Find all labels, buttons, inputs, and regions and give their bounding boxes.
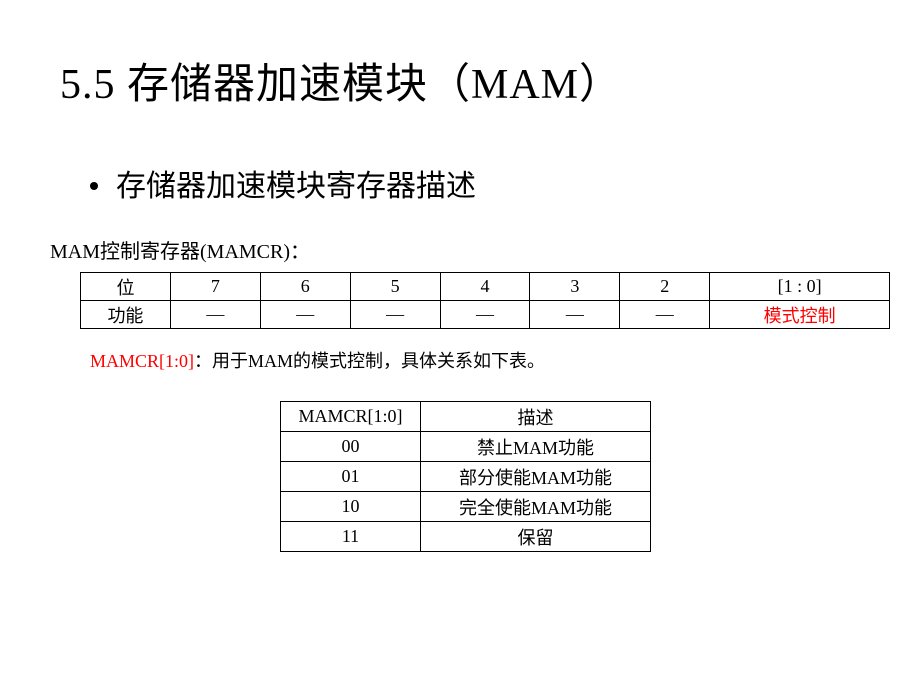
slide-title: 5.5 存储器加速模块（MAM）: [60, 50, 860, 111]
cell: —: [440, 301, 530, 329]
cell: 00: [281, 432, 421, 462]
note-rest: ：用于MAM的模式控制，具体关系如下表。: [194, 351, 545, 371]
mode-table-wrap: MAMCR[1:0] 描述 00 禁止MAM功能 01 部分使能MAM功能 10…: [280, 401, 860, 552]
cell: —: [350, 301, 440, 329]
cell: 4: [440, 273, 530, 301]
cell: 11: [281, 522, 421, 552]
note-text: MAMCR[1:0]：用于MAM的模式控制，具体关系如下表。: [90, 347, 860, 373]
cell: 保留: [421, 522, 651, 552]
mode-table: MAMCR[1:0] 描述 00 禁止MAM功能 01 部分使能MAM功能 10…: [280, 401, 651, 552]
cell: 完全使能MAM功能: [421, 492, 651, 522]
cell: 6: [260, 273, 350, 301]
note-lead: MAMCR[1:0]: [90, 351, 194, 371]
table-row: 功能 — — — — — — 模式控制: [81, 301, 890, 329]
cell: —: [260, 301, 350, 329]
cell: 描述: [421, 402, 651, 432]
table-row: 10 完全使能MAM功能: [281, 492, 651, 522]
cell: —: [530, 301, 620, 329]
table-row: 11 保留: [281, 522, 651, 552]
cell: 禁止MAM功能: [421, 432, 651, 462]
cell: 部分使能MAM功能: [421, 462, 651, 492]
cell: MAMCR[1:0]: [281, 402, 421, 432]
bit-table: 位 7 6 5 4 3 2 [1 : 0] 功能 — — — — — — 模式控…: [80, 272, 890, 329]
slide-subtitle: 存储器加速模块寄存器描述: [90, 161, 860, 205]
register-label: MAM控制寄存器(MAMCR)：: [50, 235, 860, 264]
cell: 5: [350, 273, 440, 301]
table-row: 00 禁止MAM功能: [281, 432, 651, 462]
bullet-icon: [90, 182, 98, 190]
cell: 位: [81, 273, 171, 301]
subtitle-text: 存储器加速模块寄存器描述: [116, 170, 476, 203]
cell: [1 : 0]: [710, 273, 890, 301]
bit-table-wrap: 位 7 6 5 4 3 2 [1 : 0] 功能 — — — — — — 模式控…: [80, 272, 860, 329]
table-row: 01 部分使能MAM功能: [281, 462, 651, 492]
cell-mode-control: 模式控制: [710, 301, 890, 329]
cell: 10: [281, 492, 421, 522]
cell: 7: [170, 273, 260, 301]
cell: 01: [281, 462, 421, 492]
cell: 2: [620, 273, 710, 301]
cell: —: [170, 301, 260, 329]
cell: 功能: [81, 301, 171, 329]
cell: —: [620, 301, 710, 329]
cell: 3: [530, 273, 620, 301]
slide-container: 5.5 存储器加速模块（MAM） 存储器加速模块寄存器描述 MAM控制寄存器(M…: [0, 0, 920, 552]
table-row: 位 7 6 5 4 3 2 [1 : 0]: [81, 273, 890, 301]
table-row: MAMCR[1:0] 描述: [281, 402, 651, 432]
